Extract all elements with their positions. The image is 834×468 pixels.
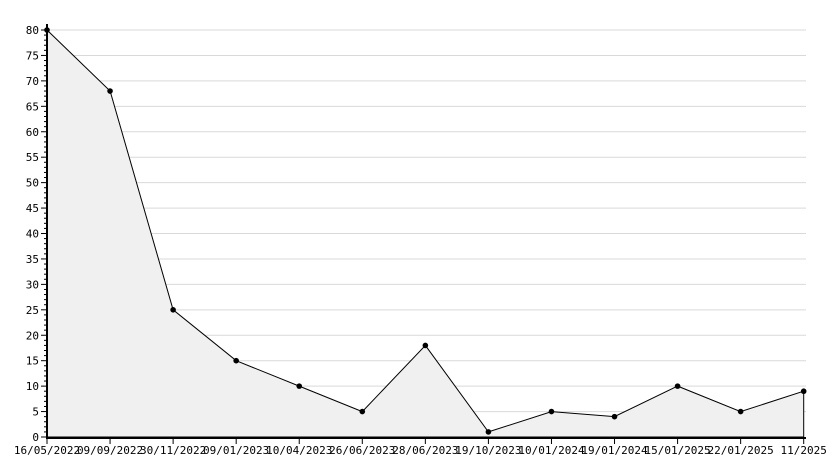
y-tick-label: 5 (32, 406, 39, 419)
data-point-marker (800, 388, 807, 395)
data-point-marker (548, 408, 555, 415)
area-series (46, 28, 805, 438)
y-tick-label: 40 (26, 228, 39, 241)
y-tick-label: 10 (26, 380, 39, 393)
y-axis-labels: 0 5 10 15 20 25 30 35 40 45 50 55 60 65 70 75 80 (26, 24, 39, 444)
x-tick-label: 22/01/2025 (708, 444, 774, 457)
data-point-marker (359, 408, 366, 415)
y-tick-label: 55 (26, 151, 39, 164)
x-tick-label: 10/01/2024 (518, 444, 585, 457)
y-axis-ticks (41, 29, 47, 438)
y-tick-label: 60 (26, 126, 39, 139)
x-tick-label: 15/01/2025 (644, 444, 710, 457)
y-tick-label: 80 (26, 24, 39, 37)
x-tick-label: 19/10/2023 (455, 444, 521, 457)
x-tick-label: 09/09/2022 (77, 444, 143, 457)
x-tick-label: 28/06/2023 (392, 444, 458, 457)
x-tick-label: 19/01/2024 (581, 444, 648, 457)
data-point-marker (44, 27, 50, 33)
y-tick-label: 15 (26, 355, 39, 368)
data-points (44, 27, 807, 435)
y-tick-label: 0 (32, 431, 39, 444)
y-tick-label: 30 (26, 278, 39, 291)
x-tick-label: 09/01/2023 (203, 444, 269, 457)
x-tick-label: 10/04/2023 (266, 444, 332, 457)
y-tick-label: 70 (26, 75, 39, 88)
y-tick-label: 20 (26, 329, 39, 342)
data-point-marker (233, 357, 239, 364)
x-tick-label: 11/2025 (781, 444, 827, 457)
y-tick-label: 25 (26, 304, 39, 317)
data-point-marker (422, 342, 429, 349)
x-axis-ticks (46, 439, 805, 444)
data-point-marker (485, 429, 492, 435)
data-point-marker (107, 88, 113, 94)
x-tick-label: 26/06/2023 (329, 444, 395, 457)
data-point-marker (674, 383, 681, 389)
data-point-marker (611, 413, 618, 420)
y-tick-label: 50 (26, 177, 39, 190)
x-tick-label: 30/11/2022 (140, 444, 206, 457)
y-tick-label: 35 (26, 253, 39, 266)
data-point-marker (296, 383, 303, 389)
x-axis-labels: 16/05/202209/09/202230/11/202209/01/2023… (14, 444, 827, 457)
y-tick-label: 45 (26, 202, 39, 215)
data-point-marker (170, 307, 176, 313)
data-point-marker (737, 408, 744, 415)
x-tick-label: 16/05/2022 (14, 444, 80, 457)
y-tick-label: 65 (26, 100, 39, 113)
y-tick-label: 75 (26, 49, 39, 62)
